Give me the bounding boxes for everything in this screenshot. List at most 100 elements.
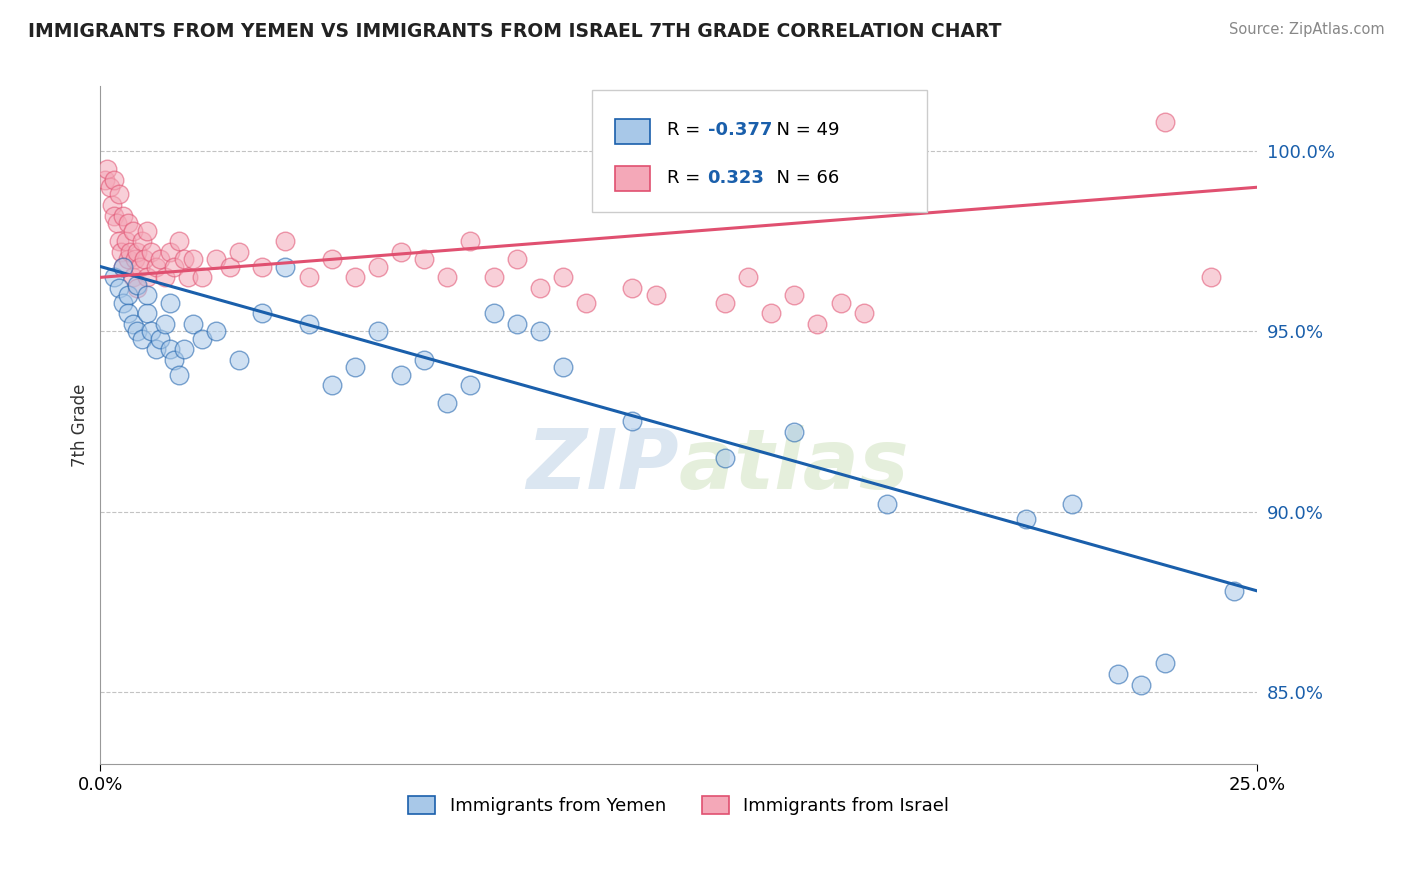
Point: [127, 245, 149, 260]
Point: [108, 187, 131, 202]
Point: [181, 252, 204, 267]
Point: [127, 281, 149, 295]
Text: 0.323: 0.323: [707, 169, 765, 186]
Point: [205, 252, 228, 267]
Y-axis label: 7th Grade: 7th Grade: [72, 384, 89, 467]
Point: [96, 162, 118, 177]
Point: [783, 288, 806, 302]
Point: [436, 270, 458, 285]
Point: [191, 332, 214, 346]
Point: [135, 270, 157, 285]
Point: [644, 288, 666, 302]
Point: [1015, 512, 1038, 526]
Point: [145, 343, 167, 357]
Point: [529, 325, 551, 339]
Text: atlas: atlas: [679, 425, 910, 507]
Point: [806, 317, 828, 331]
Point: [297, 270, 319, 285]
Point: [173, 252, 195, 267]
Text: ZIP: ZIP: [526, 425, 679, 507]
Point: [1153, 656, 1175, 670]
Point: [460, 235, 482, 249]
Point: [103, 209, 125, 223]
Point: [135, 288, 157, 302]
Point: [167, 235, 190, 249]
Point: [128, 260, 150, 274]
Point: [124, 252, 146, 267]
Point: [219, 260, 242, 274]
Point: [127, 277, 149, 292]
Point: [852, 306, 875, 320]
Point: [117, 252, 139, 267]
Point: [121, 317, 143, 331]
Point: [121, 223, 143, 237]
Point: [460, 378, 482, 392]
Point: [177, 270, 200, 285]
Text: Source: ZipAtlas.com: Source: ZipAtlas.com: [1229, 22, 1385, 37]
Text: N = 49: N = 49: [765, 121, 839, 139]
Point: [228, 353, 250, 368]
Point: [228, 245, 250, 260]
Point: [153, 317, 176, 331]
Point: [274, 235, 297, 249]
Point: [389, 368, 412, 382]
Point: [149, 252, 172, 267]
Text: IMMIGRANTS FROM YEMEN VS IMMIGRANTS FROM ISRAEL 7TH GRADE CORRELATION CHART: IMMIGRANTS FROM YEMEN VS IMMIGRANTS FROM…: [28, 22, 1001, 41]
Point: [551, 270, 574, 285]
Point: [274, 260, 297, 274]
Point: [114, 235, 136, 249]
Point: [830, 295, 852, 310]
Point: [131, 332, 153, 346]
Legend: Immigrants from Yemen, Immigrants from Israel: Immigrants from Yemen, Immigrants from I…: [401, 789, 956, 822]
Point: [343, 270, 366, 285]
Point: [105, 216, 128, 230]
Point: [761, 306, 783, 320]
Point: [343, 360, 366, 375]
FancyBboxPatch shape: [592, 90, 928, 211]
Point: [321, 252, 343, 267]
Text: N = 66: N = 66: [765, 169, 839, 186]
Point: [482, 306, 505, 320]
Point: [367, 325, 389, 339]
Point: [159, 245, 181, 260]
Point: [1130, 677, 1153, 691]
Point: [436, 396, 458, 410]
Point: [205, 325, 228, 339]
Point: [127, 325, 149, 339]
Text: R =: R =: [666, 169, 706, 186]
Point: [413, 353, 436, 368]
Point: [134, 252, 156, 267]
Point: [321, 378, 343, 392]
Point: [621, 281, 644, 295]
Point: [112, 260, 135, 274]
Point: [112, 209, 135, 223]
Point: [367, 260, 389, 274]
Point: [714, 450, 737, 465]
Point: [714, 295, 737, 310]
Point: [163, 260, 186, 274]
Point: [159, 295, 181, 310]
Point: [149, 332, 172, 346]
Point: [108, 235, 131, 249]
Point: [121, 270, 143, 285]
Point: [98, 180, 121, 194]
Point: [413, 252, 436, 267]
Point: [783, 425, 806, 440]
Point: [117, 306, 139, 320]
Point: [389, 245, 412, 260]
Point: [108, 281, 131, 295]
Point: [506, 252, 529, 267]
Point: [173, 343, 195, 357]
Point: [135, 223, 157, 237]
Bar: [614, 166, 650, 192]
Point: [621, 415, 644, 429]
Point: [181, 317, 204, 331]
Point: [191, 270, 214, 285]
Point: [1223, 583, 1246, 598]
Point: [103, 173, 125, 187]
Point: [141, 325, 163, 339]
Point: [575, 295, 598, 310]
Point: [120, 245, 142, 260]
Point: [1060, 497, 1083, 511]
Bar: [614, 119, 650, 144]
